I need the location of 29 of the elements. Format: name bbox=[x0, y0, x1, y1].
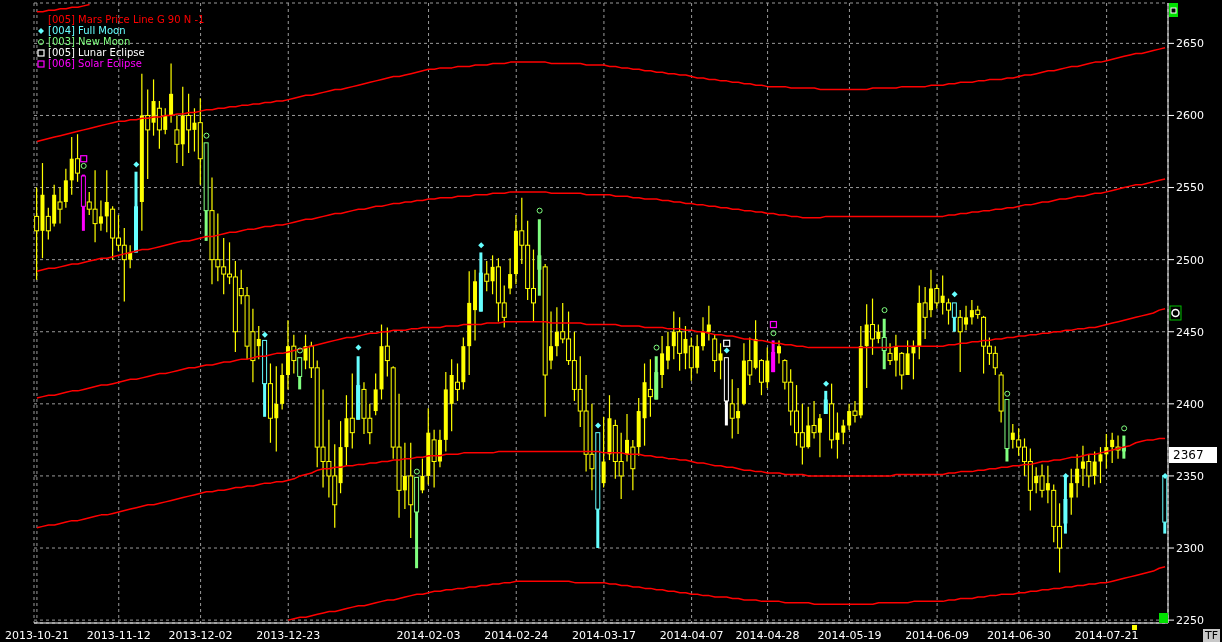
legend-label: [003] New Moon bbox=[48, 36, 131, 47]
y-tick-label: 2300 bbox=[1176, 541, 1204, 555]
legend-label: [004] Full Moon bbox=[48, 25, 126, 36]
x-tick-label: 2014-07-21 bbox=[1074, 628, 1139, 642]
x-tick-label: 2014-06-30 bbox=[986, 628, 1051, 642]
text: TF bbox=[1202, 629, 1220, 642]
text: 2367 bbox=[1169, 447, 1217, 463]
x-tick-label: 2014-05-19 bbox=[817, 628, 882, 642]
y-tick-label: 2450 bbox=[1176, 325, 1204, 339]
x-tick-label: 2013-12-23 bbox=[256, 628, 321, 642]
y-tick-label: 2500 bbox=[1176, 253, 1204, 267]
x-tick-label: 2014-04-28 bbox=[735, 628, 800, 642]
x-tick-label: 2013-12-02 bbox=[168, 628, 233, 642]
x-tick-label: 2013-11-12 bbox=[86, 628, 151, 642]
y-tick-label: 2400 bbox=[1176, 397, 1204, 411]
y-tick-label: 2550 bbox=[1176, 181, 1204, 195]
x-tick-label: 2014-02-03 bbox=[396, 628, 461, 642]
legend-label: [006] Solar Eclipse bbox=[48, 58, 142, 69]
x-tick-label: 2013-10-21 bbox=[4, 628, 69, 642]
y-tick-label: 2250 bbox=[1176, 614, 1204, 628]
y-tick-label: 2600 bbox=[1176, 109, 1204, 123]
x-tick-label: 2014-03-17 bbox=[571, 628, 636, 642]
x-tick-label: 2014-02-24 bbox=[484, 628, 549, 642]
legend-label: [005] Lunar Eclipse bbox=[48, 47, 145, 58]
x-tick-label: 2014-06-09 bbox=[905, 628, 970, 642]
y-tick-label: 2650 bbox=[1176, 37, 1204, 51]
y-tick-label: 2350 bbox=[1176, 469, 1204, 483]
text: [005] Mars Price Line G 90 N -1 bbox=[48, 14, 205, 25]
x-tick-label: 2014-04-07 bbox=[659, 628, 724, 642]
